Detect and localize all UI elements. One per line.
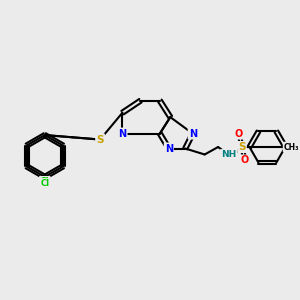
Text: Cl: Cl [40, 177, 50, 186]
Text: N: N [118, 129, 127, 139]
Text: NH: NH [221, 150, 236, 159]
Text: N: N [189, 129, 197, 139]
Text: S: S [96, 134, 104, 145]
Text: S: S [97, 134, 104, 145]
Text: N: N [165, 143, 173, 154]
Text: O: O [241, 155, 249, 166]
Text: S: S [238, 142, 246, 152]
Text: Cl: Cl [40, 179, 50, 188]
Text: O: O [235, 129, 243, 139]
Text: CH₃: CH₃ [284, 142, 299, 152]
